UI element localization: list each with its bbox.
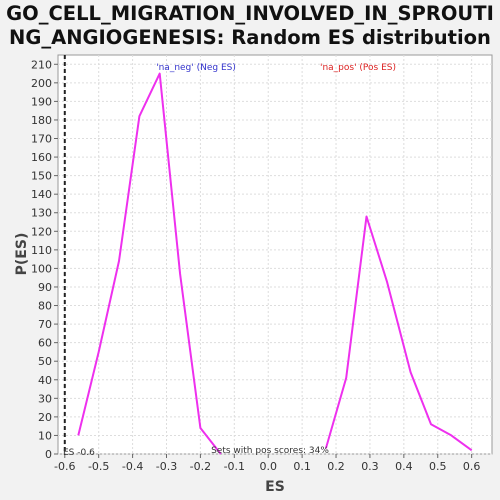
y-tick-label: 180 [31,114,52,127]
y-tick-label: 40 [38,374,52,387]
series-line [77,72,222,455]
pos-scores-label: Sets with pos scores: 34% [211,446,329,456]
x-tick-label: -0.1 [224,460,245,473]
grid-lines [58,55,492,455]
y-tick-label: 190 [31,95,52,108]
pos-es-label: 'na_pos' (Pos ES) [320,63,396,73]
y-tick-label: 50 [38,355,52,368]
series-line [324,215,473,452]
x-tick-label: -0.5 [88,460,109,473]
title-line-2: NG_ANGIOGENESIS: Random ES distribution [9,26,491,49]
x-tick-label: 0.6 [463,460,481,473]
title-line-1: GO_CELL_MIGRATION_INVOLVED_IN_SPROUTI [6,2,494,25]
y-tick-label: 140 [31,188,52,201]
x-tick-label: -0.3 [156,460,177,473]
y-axis-label: P(ES) [14,233,30,276]
x-tick-label: 0.1 [293,460,311,473]
x-axis-label: ES [265,479,285,495]
y-tick-label: 170 [31,133,52,146]
x-tick-label: -0.4 [122,460,143,473]
y-tick-label: 80 [38,300,52,313]
x-tick-label: -0.6 [54,460,75,473]
y-axis-ticks: 0 10 20 30 40 50 60 70 80 90 100 110 120 130 140 150 160… [31,58,58,461]
y-tick-label: 20 [38,411,52,424]
x-axis-ticks: -0.6 -0.5 -0.4 -0.3 -0.2 -0.1 0.0 0.1 0.2 0.3 0.4 0… [54,454,480,473]
x-tick-label: 0.4 [395,460,413,473]
plot-area [57,54,493,455]
y-tick-label: 100 [31,262,52,275]
y-tick-label: 30 [38,392,52,405]
y-tick-label: 60 [38,337,52,350]
y-tick-label: 110 [31,244,52,257]
x-tick-label: 0.2 [327,460,345,473]
series-lines [77,72,473,455]
y-tick-label: 90 [38,281,52,294]
y-tick-label: 70 [38,318,52,331]
y-tick-label: 200 [31,77,52,90]
y-tick-label: 160 [31,151,52,164]
y-tick-label: 130 [31,207,52,220]
neg-es-label: 'na_neg' (Neg ES) [156,63,236,73]
y-tick-label: 120 [31,225,52,238]
x-tick-label: -0.2 [190,460,211,473]
y-tick-label: 10 [38,429,52,442]
y-tick-label: 0 [45,448,52,461]
y-tick-label: 150 [31,170,52,183]
es-value-label: ES -0.6 [63,448,95,458]
y-tick-label: 210 [31,58,52,71]
chart-title: GO_CELL_MIGRATION_INVOLVED_IN_SPROUTI NG… [0,2,500,50]
x-tick-label: 0.3 [361,460,379,473]
x-tick-label: 0.5 [429,460,447,473]
x-tick-label: 0.0 [259,460,277,473]
